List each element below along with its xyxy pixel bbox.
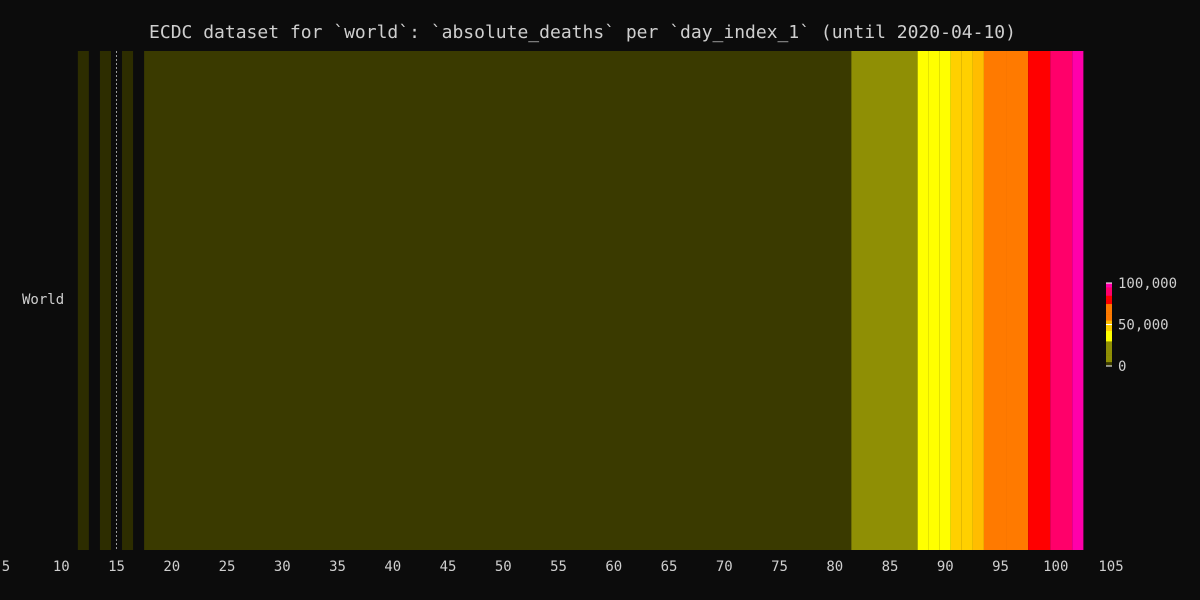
colorbar-segment bbox=[1106, 351, 1112, 354]
x-tick-label: 40 bbox=[384, 559, 401, 575]
colorbar-segment bbox=[1106, 309, 1112, 313]
x-tick-label: 10 bbox=[53, 559, 70, 575]
x-axis: 5 10 15 20 25 30 35 40 45 50 55 60 65 70 75 80 85 90 95 100… bbox=[2, 559, 1124, 575]
colorbar-tick-label: 100,000 bbox=[1118, 276, 1177, 292]
x-tick-label: 70 bbox=[716, 559, 733, 575]
x-tick-label: 30 bbox=[274, 559, 291, 575]
colorbar-segment bbox=[1106, 283, 1112, 286]
colorbar-segment bbox=[1106, 291, 1112, 294]
colorbar-segment bbox=[1106, 301, 1112, 305]
x-tick-label: 45 bbox=[440, 559, 457, 575]
colorbar-segment bbox=[1106, 345, 1112, 348]
colorbar-segment bbox=[1106, 330, 1112, 334]
x-tick-label: 90 bbox=[937, 559, 954, 575]
x-tick-label: 35 bbox=[329, 559, 346, 575]
x-tick-label: 60 bbox=[605, 559, 622, 575]
heatmap-cells bbox=[77, 51, 1084, 550]
colorbar-segment bbox=[1106, 316, 1112, 319]
colorbar-segment bbox=[1106, 347, 1112, 350]
colorbar-segment bbox=[1106, 324, 1112, 327]
x-tick-label: 105 bbox=[1098, 559, 1123, 575]
colorbar-segment bbox=[1106, 359, 1112, 363]
colorbar-segment bbox=[1106, 363, 1112, 367]
colorbar-segment bbox=[1106, 339, 1112, 342]
colorbar-segment bbox=[1106, 361, 1112, 365]
heatmap-cell bbox=[917, 51, 929, 550]
heatmap-cell bbox=[983, 51, 1007, 550]
heatmap-cell bbox=[1072, 51, 1084, 550]
colorbar-segment bbox=[1106, 322, 1112, 325]
heatmap-cell bbox=[950, 51, 962, 550]
heatmap-cell bbox=[972, 51, 984, 550]
colorbar-segment bbox=[1106, 326, 1112, 329]
colorbar-segment bbox=[1106, 343, 1112, 346]
heatmap-cell bbox=[961, 51, 973, 550]
heatmap-cell bbox=[99, 51, 111, 550]
heatmap-cell bbox=[1006, 51, 1029, 550]
heatmap-cell bbox=[77, 51, 89, 550]
colorbar-segment bbox=[1106, 341, 1112, 344]
colorbar-segment bbox=[1106, 299, 1112, 302]
colorbar-segment bbox=[1106, 297, 1112, 300]
heatmap-cell bbox=[122, 51, 134, 550]
x-tick-label: 15 bbox=[108, 559, 125, 575]
colorbar-segment bbox=[1106, 355, 1112, 358]
colorbar-segment bbox=[1106, 353, 1112, 356]
x-tick-label: 20 bbox=[163, 559, 180, 575]
colorbar-segment bbox=[1106, 332, 1112, 336]
x-tick-label: 55 bbox=[550, 559, 567, 575]
x-tick-label: 100 bbox=[1043, 559, 1068, 575]
row-label-world: World bbox=[22, 292, 65, 308]
colorbar-segment bbox=[1106, 305, 1112, 309]
colorbar-segment bbox=[1106, 357, 1112, 361]
heatmap-cell bbox=[1050, 51, 1073, 550]
x-tick-label: 75 bbox=[771, 559, 788, 575]
colorbar: 0 50,000 100,000 bbox=[1106, 276, 1177, 375]
colorbar-segment bbox=[1106, 312, 1112, 315]
heatmap-cell bbox=[939, 51, 951, 550]
colorbar-segment bbox=[1106, 285, 1112, 288]
colorbar-tick-label: 0 bbox=[1118, 359, 1126, 375]
x-tick-label: 80 bbox=[826, 559, 843, 575]
heatmap-cell bbox=[928, 51, 940, 550]
colorbar-tick-label: 50,000 bbox=[1118, 318, 1169, 334]
colorbar-segment bbox=[1106, 320, 1112, 323]
colorbar-segment bbox=[1106, 293, 1112, 296]
heatmap-cell bbox=[851, 51, 918, 550]
colorbar-segment bbox=[1106, 314, 1112, 317]
x-tick-label: 50 bbox=[495, 559, 512, 575]
colorbar-segment bbox=[1106, 287, 1112, 290]
heatmap-cell bbox=[144, 51, 852, 550]
x-tick-label: 25 bbox=[219, 559, 236, 575]
colorbar-segment bbox=[1106, 307, 1112, 311]
colorbar-segment bbox=[1106, 295, 1112, 298]
colorbar-segment bbox=[1106, 303, 1112, 307]
chart-title: ECDC dataset for `world`: `absolute_deat… bbox=[149, 22, 1016, 43]
x-tick-label: 95 bbox=[992, 559, 1009, 575]
x-tick-label: 85 bbox=[882, 559, 899, 575]
colorbar-segment bbox=[1106, 334, 1112, 338]
x-tick-label: 65 bbox=[661, 559, 678, 575]
colorbar-segment bbox=[1106, 336, 1112, 340]
x-tick-label: 5 bbox=[2, 559, 10, 575]
colorbar-segment bbox=[1106, 289, 1112, 292]
colorbar-segment bbox=[1106, 318, 1112, 321]
colorbar-segment bbox=[1106, 328, 1112, 332]
heatmap-cell bbox=[1028, 51, 1051, 550]
colorbar-segment bbox=[1106, 349, 1112, 352]
